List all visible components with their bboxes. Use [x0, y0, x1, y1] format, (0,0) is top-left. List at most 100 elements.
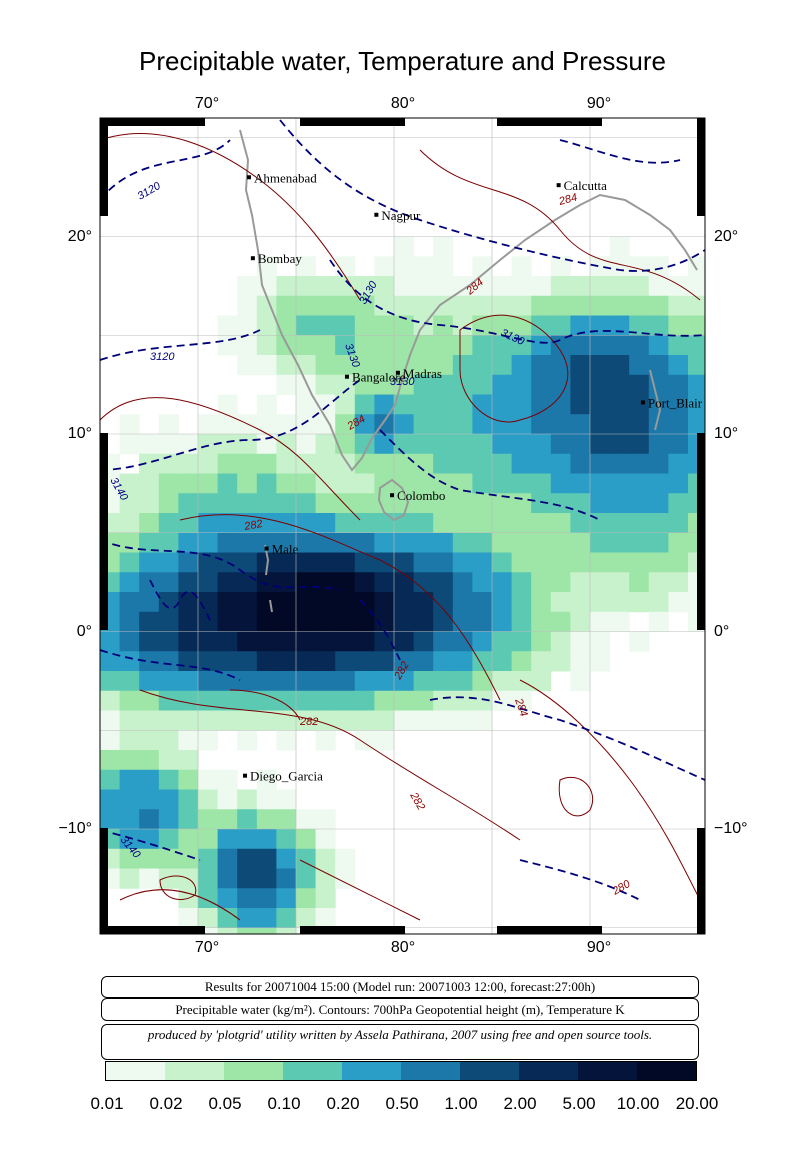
pw-cell	[629, 572, 650, 593]
pw-cell	[394, 414, 415, 435]
pw-cell	[335, 690, 356, 711]
pw-cell	[531, 671, 552, 692]
pw-cell	[119, 690, 140, 711]
pw-cell	[648, 295, 669, 316]
pw-cell	[139, 434, 160, 455]
pw-cell	[550, 651, 571, 672]
pw-cell	[452, 532, 473, 553]
pw-cell	[472, 552, 493, 573]
pw-cell	[198, 868, 219, 889]
pw-cell	[315, 513, 336, 534]
pw-cell	[119, 631, 140, 652]
pw-cell	[492, 434, 513, 455]
pw-cell	[119, 671, 140, 692]
contour-label: 284	[557, 192, 579, 209]
height-contours	[100, 119, 705, 901]
pw-cell	[374, 631, 395, 652]
pw-cell	[531, 374, 552, 395]
pw-cell	[296, 572, 317, 593]
pw-cell	[511, 276, 532, 297]
pw-cell	[452, 572, 473, 593]
pw-cell	[100, 631, 121, 652]
pw-cell	[119, 848, 140, 869]
pw-cell	[158, 493, 179, 514]
pw-cell	[315, 276, 336, 297]
pw-cell	[217, 908, 238, 929]
pw-cell	[609, 453, 630, 474]
pw-cell	[648, 414, 669, 435]
pw-cell	[550, 572, 571, 593]
pw-cell	[296, 809, 317, 830]
pw-cell	[237, 710, 258, 731]
pw-cell	[335, 493, 356, 514]
pw-cell	[629, 493, 650, 514]
pw-cell	[648, 256, 669, 277]
pw-cell	[217, 789, 238, 810]
pw-cell	[276, 315, 297, 336]
pw-cell	[296, 611, 317, 632]
colorbar-tick-label: 5.00	[562, 1094, 596, 1113]
pw-cell	[452, 335, 473, 356]
colorbar-swatch	[401, 1062, 460, 1080]
pw-cell	[158, 750, 179, 771]
pw-cell	[315, 453, 336, 474]
pw-cell	[276, 434, 297, 455]
coast-line	[377, 478, 410, 522]
city-label-port_blair: Port_Blair	[648, 395, 703, 410]
top-lon-labels: 70° 80° 90°	[195, 95, 611, 112]
pw-cell	[492, 414, 513, 435]
pw-cell	[178, 473, 199, 494]
lat-label-20-right: 20°	[714, 228, 738, 245]
temperature-contour	[558, 776, 594, 817]
pw-cell	[139, 493, 160, 514]
pw-cell	[531, 434, 552, 455]
pw-cell	[237, 592, 258, 613]
pw-cell	[217, 315, 238, 336]
pw-cell	[335, 552, 356, 573]
pw-cell	[315, 651, 336, 672]
pw-cell	[237, 829, 258, 850]
pw-cell	[648, 276, 669, 297]
pw-cell	[511, 592, 532, 613]
pw-cell	[374, 256, 395, 277]
pw-cell	[472, 532, 493, 553]
pw-cell	[178, 513, 199, 534]
pw-cell	[315, 532, 336, 553]
pw-cell	[590, 651, 611, 672]
pw-cell	[374, 671, 395, 692]
pw-cell	[511, 572, 532, 593]
pw-cell	[590, 414, 611, 435]
pw-cell	[648, 572, 669, 593]
pw-cell	[256, 868, 277, 889]
pw-cell	[276, 651, 297, 672]
pw-cell	[198, 532, 219, 553]
pw-cell	[374, 355, 395, 376]
coastline	[239, 129, 698, 613]
pw-cell	[668, 532, 689, 553]
colorbar-swatch	[637, 1062, 696, 1080]
pw-cell	[100, 809, 121, 830]
pw-cell	[100, 710, 121, 731]
city-label-calcutta: Calcutta	[564, 178, 608, 193]
pw-cell	[119, 750, 140, 771]
pw-cell	[276, 295, 297, 316]
pw-cell	[492, 473, 513, 494]
pw-cell	[237, 453, 258, 474]
pw-cell	[472, 276, 493, 297]
pw-cell	[354, 592, 375, 613]
pw-cell	[668, 572, 689, 593]
pw-cell	[433, 295, 454, 316]
pw-cell	[511, 256, 532, 277]
pw-cell	[511, 631, 532, 652]
pw-cell	[394, 572, 415, 593]
pw-cell	[433, 276, 454, 297]
pw-cell	[472, 453, 493, 474]
pw-cell	[472, 513, 493, 534]
pw-cell	[178, 908, 199, 929]
pw-cell	[217, 532, 238, 553]
pw-cell	[335, 355, 356, 376]
pw-cell	[452, 710, 473, 731]
pw-cell	[492, 355, 513, 376]
colorbar-tick-label: 0.02	[149, 1094, 183, 1113]
